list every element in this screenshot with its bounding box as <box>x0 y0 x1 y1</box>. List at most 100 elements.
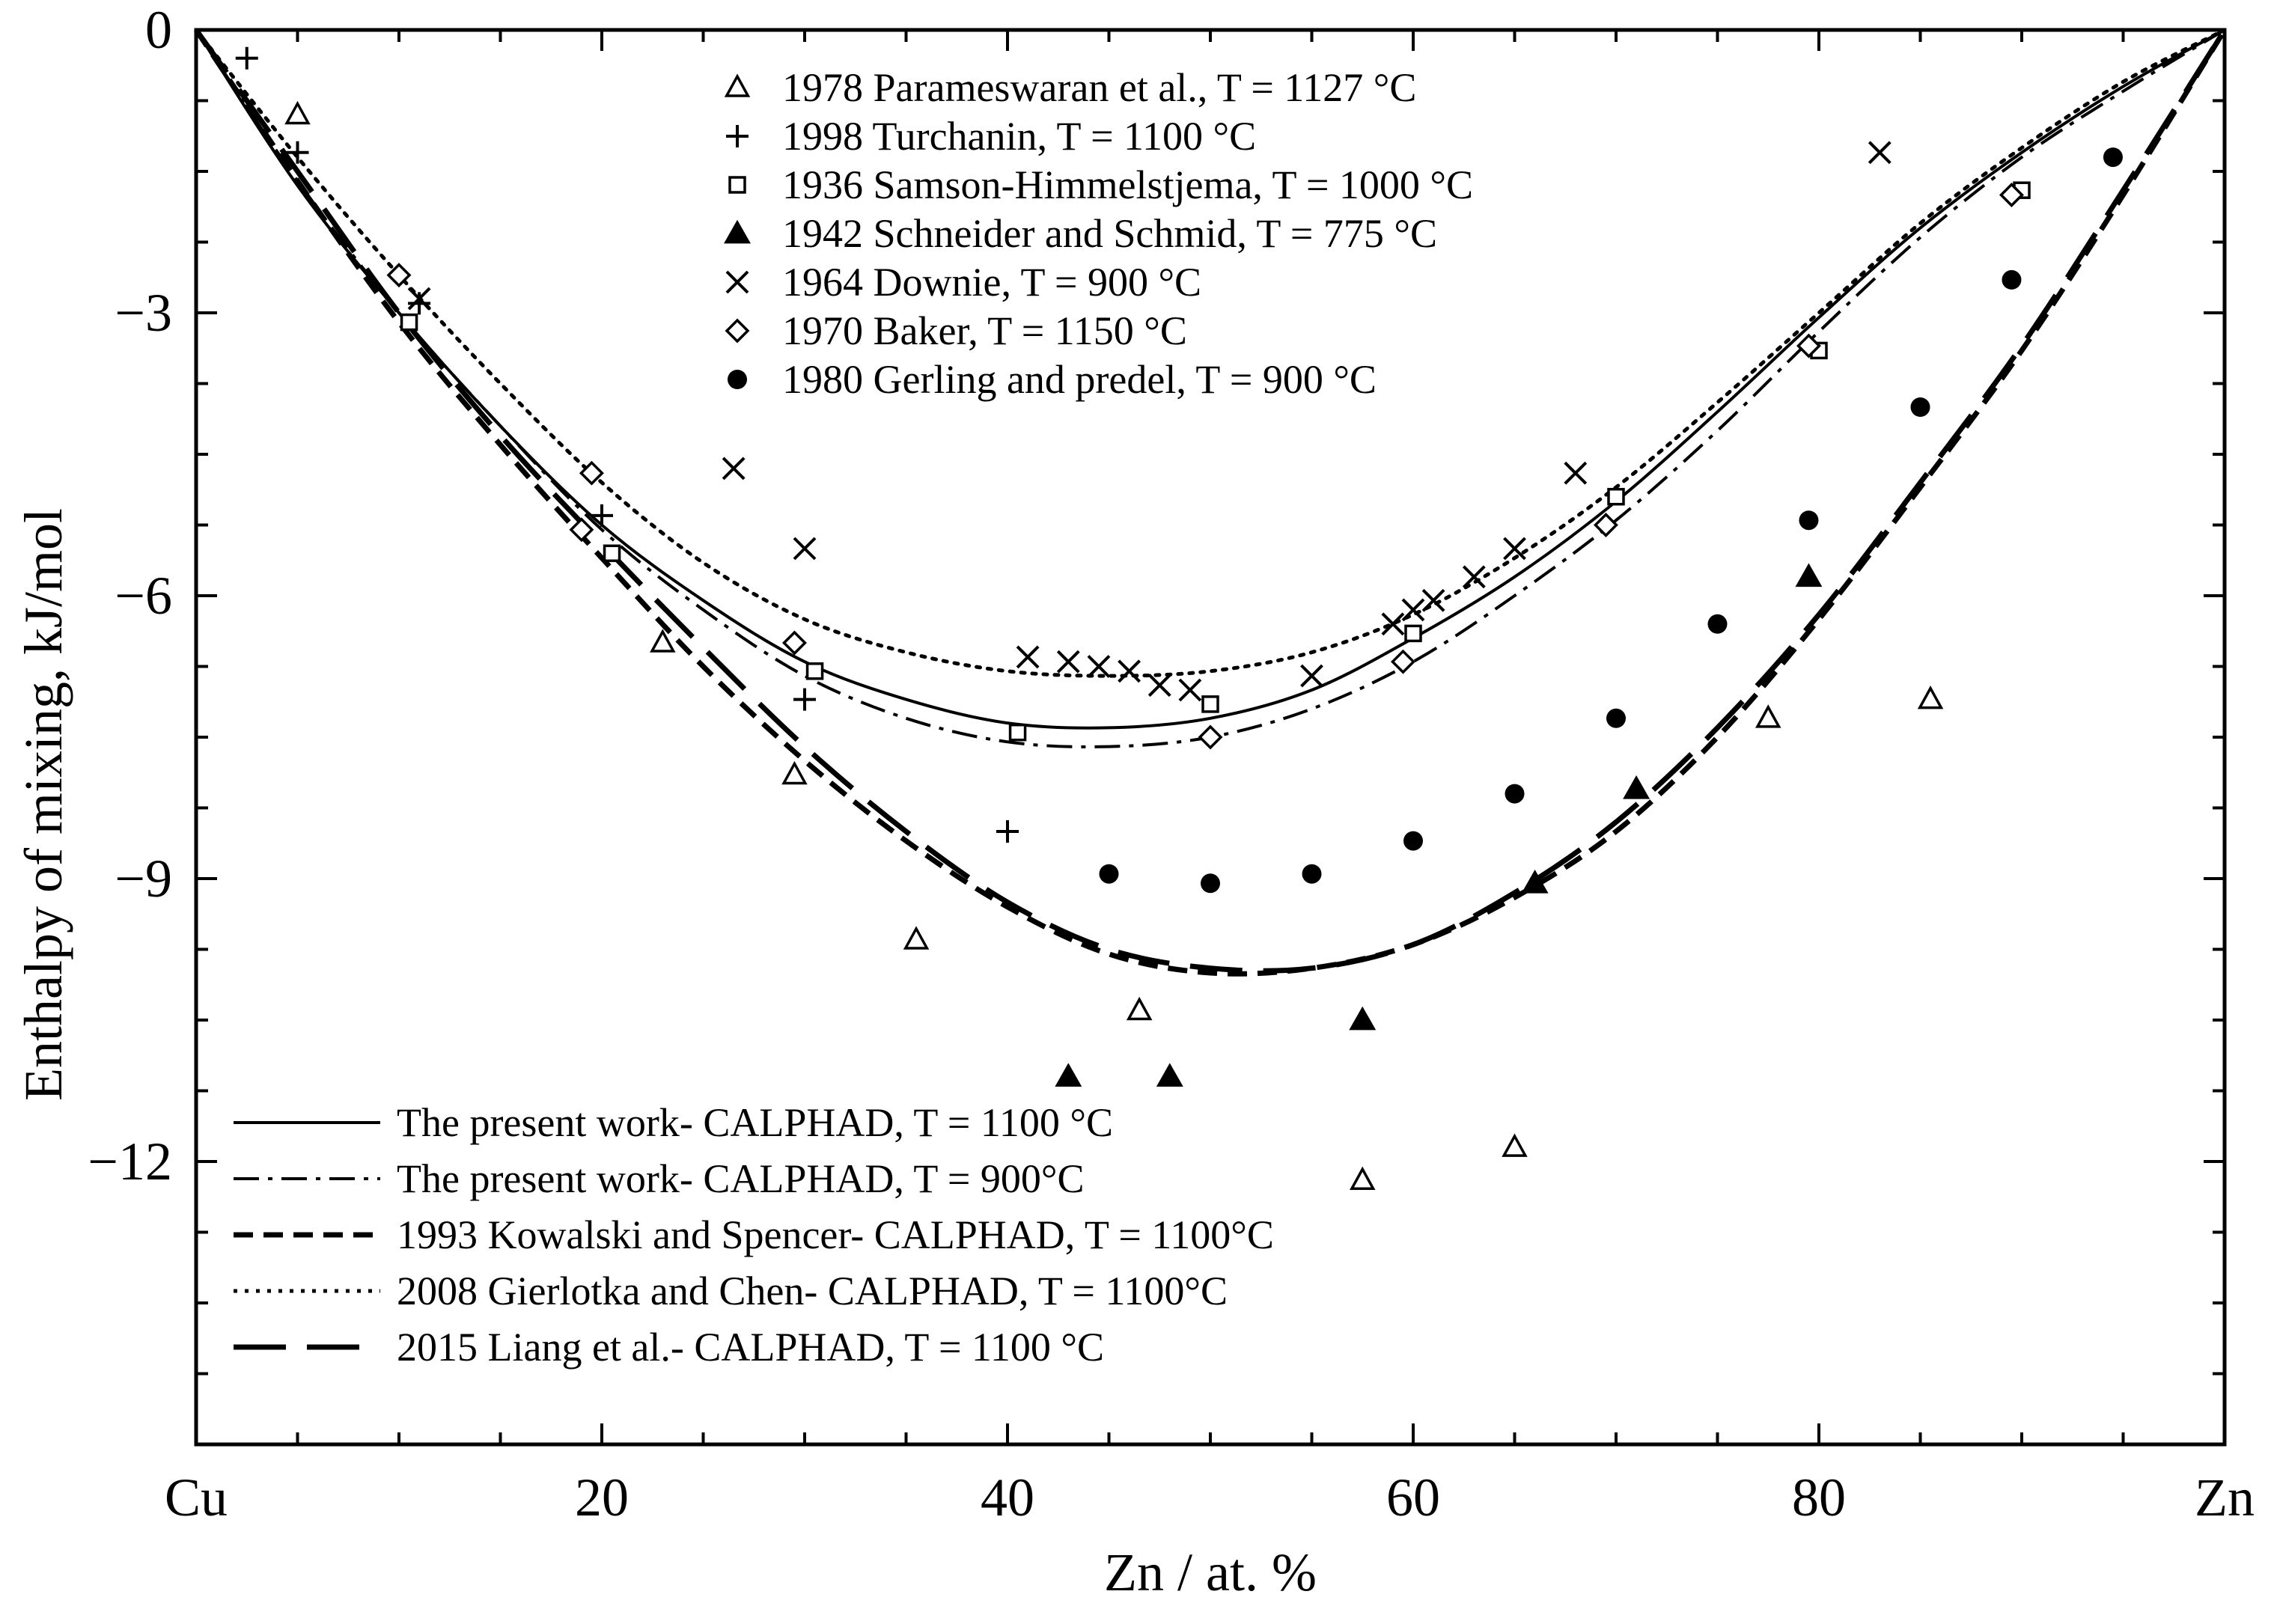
data-point-triangle-filled <box>1623 775 1650 799</box>
legend-label: 1964 Downie, T = 900 °C <box>782 260 1201 305</box>
legend-marker-cross <box>725 270 749 294</box>
y-tick-label: −6 <box>115 566 172 626</box>
data-point-cross <box>1056 650 1080 674</box>
y-tick-label: −3 <box>115 283 172 343</box>
data-point-cross <box>1564 461 1588 485</box>
legend-marker-square-open <box>728 176 746 194</box>
legend-label: 1993 Kowalski and Spencer- CALPHAD, T = … <box>397 1212 1274 1257</box>
curve-longdash <box>194 28 2227 974</box>
x-tick-label: 20 <box>575 1468 629 1527</box>
data-point-plus <box>286 141 309 164</box>
data-point-circle-filled <box>1403 831 1423 851</box>
data-point-cross <box>1421 588 1445 612</box>
data-point-diamond-open <box>569 517 594 543</box>
legend-label: 2008 Gierlotka and Chen- CALPHAD, T = 11… <box>397 1269 1228 1313</box>
calphad-curves <box>194 28 2227 977</box>
data-point-square-open <box>805 662 824 680</box>
x-axis-label: Zn / at. % <box>1104 1542 1317 1602</box>
x-tick-label: Zn <box>2195 1468 2255 1527</box>
data-point-circle-filled <box>2103 147 2123 168</box>
data-point-circle-filled <box>1505 784 1525 804</box>
data-point-square-open <box>1607 487 1625 506</box>
data-point-circle-filled <box>1606 708 1626 728</box>
legend-label: 1978 Parameswaran et al., T = 1127 °C <box>782 65 1416 110</box>
legend: 1978 Parameswaran et al., T = 1127 °C199… <box>234 65 1473 1370</box>
data-point-cross <box>1401 598 1425 622</box>
data-point-plus <box>591 504 613 527</box>
x-tick-label: 60 <box>1386 1468 1440 1527</box>
legend-marker-triangle-filled <box>724 219 751 244</box>
experimental-points <box>235 46 2123 1190</box>
data-point-cross <box>1503 537 1526 561</box>
data-point-circle-filled <box>1799 510 1819 531</box>
data-point-diamond-open <box>579 460 604 486</box>
data-point-cross <box>1016 645 1040 669</box>
data-point-cross <box>407 287 431 311</box>
data-point-diamond-open <box>781 630 807 656</box>
data-point-triangle-open <box>650 629 676 653</box>
data-point-circle-filled <box>2002 269 2022 290</box>
data-point-triangle-open <box>1126 996 1153 1021</box>
y-tick-label: −9 <box>115 849 172 909</box>
data-point-triangle-open <box>781 760 808 785</box>
data-point-diamond-open <box>386 263 412 288</box>
y-tick-label: −12 <box>88 1132 172 1191</box>
data-point-triangle-filled <box>1349 1006 1377 1031</box>
x-tick-label: 80 <box>1792 1468 1846 1527</box>
data-point-diamond-open <box>1390 649 1415 674</box>
curve-dashed <box>194 28 2227 977</box>
data-point-circle-filled <box>1302 864 1322 884</box>
legend-label: 2015 Liang et al.- CALPHAD, T = 1100 °C <box>397 1325 1104 1370</box>
data-point-plus <box>235 46 258 70</box>
data-point-triangle-filled <box>1055 1063 1082 1087</box>
data-point-circle-filled <box>1201 873 1220 894</box>
y-axis-label: Enthalpy of mixing, kJ/mol <box>13 508 73 1101</box>
legend-marker-plus <box>726 125 749 147</box>
legend-label: 1942 Schneider and Schmid, T = 775 °C <box>782 211 1437 256</box>
data-point-square-open <box>1201 695 1219 713</box>
data-point-triangle-filled <box>1795 563 1823 587</box>
data-point-square-open <box>1008 723 1027 742</box>
data-point-plus <box>793 688 816 711</box>
data-point-cross <box>1147 674 1171 697</box>
x-tick-label: Cu <box>165 1468 228 1527</box>
data-point-cross <box>1462 565 1486 589</box>
data-point-plus <box>996 820 1019 843</box>
data-point-cross <box>1868 141 1892 165</box>
data-point-circle-filled <box>1099 864 1119 884</box>
data-point-triangle-filled <box>1156 1063 1183 1087</box>
data-point-circle-filled <box>1910 397 1930 417</box>
data-point-diamond-open <box>1999 183 2024 207</box>
legend-marker-triangle-open <box>724 73 751 97</box>
data-point-triangle-open <box>1502 1133 1528 1157</box>
data-point-triangle-open <box>284 100 311 125</box>
legend-label: 1980 Gerling and predel, T = 900 °C <box>782 357 1377 402</box>
data-point-circle-filled <box>1707 614 1728 634</box>
x-tick-label: 40 <box>981 1468 1034 1527</box>
tick-labels: Cu 20 40 60 80 Zn 0 −3 −6 −9 −12 <box>88 0 2255 1527</box>
data-point-triangle-open <box>1755 704 1781 728</box>
data-point-diamond-open <box>1593 513 1618 537</box>
data-point-triangle-open <box>903 926 930 950</box>
data-point-square-open <box>400 313 418 332</box>
data-point-plus <box>408 292 431 315</box>
data-point-cross <box>1300 664 1323 688</box>
y-tick-label: 0 <box>145 0 172 60</box>
data-point-diamond-open <box>1198 724 1223 750</box>
data-point-cross <box>1178 678 1202 702</box>
legend-label: 1998 Turchanin, T = 1100 °C <box>782 114 1256 159</box>
data-point-cross <box>1381 612 1405 636</box>
legend-label: 1970 Baker, T = 1150 °C <box>782 308 1187 353</box>
data-point-cross <box>1118 659 1141 683</box>
data-point-triangle-open <box>1349 1166 1376 1190</box>
legend-marker-circle-filled <box>728 370 747 389</box>
data-point-cross <box>1087 655 1111 678</box>
data-point-cross <box>722 457 746 480</box>
axis-ticks <box>195 28 2226 1446</box>
legend-label: 1936 Samson-Himmelstjema, T = 1000 °C <box>782 162 1473 207</box>
legend-marker-diamond-open <box>725 318 750 344</box>
data-point-square-open <box>603 544 621 563</box>
data-point-square-open <box>1404 624 1422 643</box>
